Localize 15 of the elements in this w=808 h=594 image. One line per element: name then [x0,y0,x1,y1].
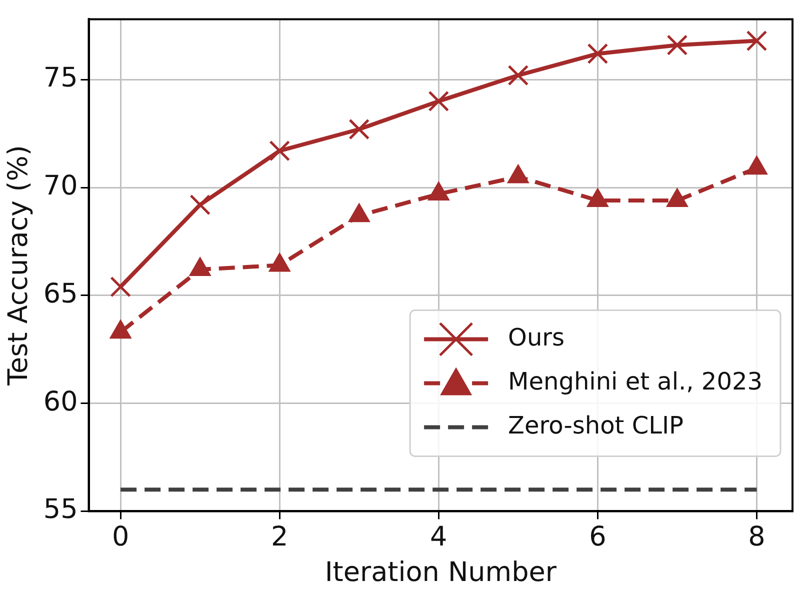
legend-label: Menghini et al., 2023 [508,367,763,396]
x-axis-title: Iteration Number [324,556,558,588]
y-tick-label: 70 [43,170,78,202]
y-axis-title: Test Accuracy (%) [3,145,34,386]
x-tick-label: 0 [112,521,130,552]
x-tick-label: 4 [430,521,448,552]
y-tick-label: 55 [43,494,78,526]
x-tick-label: 2 [271,521,288,552]
legend-label: Ours [508,323,565,352]
y-tick-label: 75 [43,62,78,94]
x-tick-label: 8 [748,521,766,552]
legend-label: Zero-shot CLIP [508,411,684,440]
y-tick-label: 65 [43,278,78,310]
x-tick-label: 6 [589,521,606,552]
y-tick-label: 60 [43,386,78,418]
